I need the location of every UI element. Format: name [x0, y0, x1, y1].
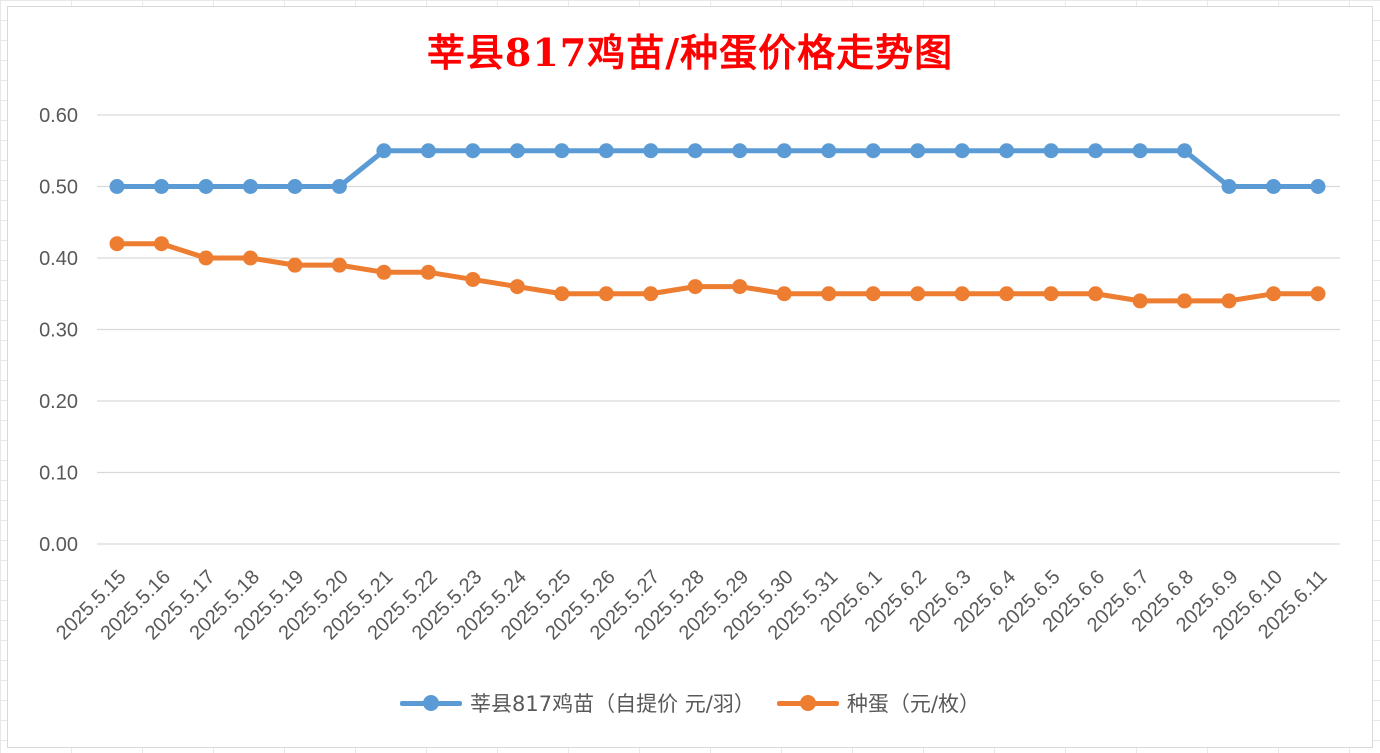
y-tick-label: 0.20 [39, 391, 78, 413]
series-line [114, 241, 1321, 304]
data-point[interactable] [465, 143, 481, 159]
data-point[interactable] [109, 236, 125, 252]
data-point[interactable] [1310, 286, 1326, 302]
legend-label-egg: 种蛋（元/枚） [846, 692, 980, 716]
y-tick-label: 0.10 [39, 463, 78, 485]
data-point[interactable] [153, 236, 169, 252]
data-point[interactable] [1221, 179, 1237, 194]
chart-title: 莘县817鸡苗/种蛋价格走势图 [426, 30, 954, 75]
data-point[interactable] [1266, 286, 1282, 302]
series-1 [109, 236, 1326, 309]
data-point[interactable] [554, 286, 570, 302]
gridlines [97, 114, 1340, 545]
y-axis-ticks: 0.00 0.10 0.20 0.30 0.40 0.50 0.60 [39, 105, 78, 556]
data-point[interactable] [776, 143, 792, 159]
y-tick-label: 0.50 [39, 177, 78, 199]
data-point[interactable] [598, 286, 614, 302]
chart-area[interactable] [7, 6, 1373, 748]
data-point[interactable] [999, 143, 1015, 159]
data-point[interactable] [554, 143, 570, 159]
data-point[interactable] [732, 143, 748, 159]
data-point[interactable] [198, 250, 214, 266]
data-point[interactable] [954, 143, 970, 159]
y-tick-label: 0.60 [39, 105, 78, 127]
data-point[interactable] [509, 279, 525, 295]
data-point[interactable] [242, 179, 258, 194]
data-point[interactable] [1132, 143, 1148, 159]
data-point[interactable] [242, 250, 258, 266]
data-point[interactable] [687, 279, 703, 295]
data-point[interactable] [1310, 179, 1326, 194]
data-point[interactable] [331, 179, 347, 194]
data-point[interactable] [1043, 286, 1059, 302]
data-point[interactable] [821, 286, 837, 302]
data-point[interactable] [732, 279, 748, 295]
data-point[interactable] [1043, 143, 1059, 159]
legend-swatch-egg [776, 695, 839, 711]
x-axis-ticks: 2025.5.152025.5.162025.5.172025.5.182025… [52, 566, 1331, 644]
data-point[interactable] [910, 286, 926, 302]
data-point[interactable] [1177, 293, 1193, 309]
data-point[interactable] [1088, 143, 1104, 159]
data-point[interactable] [376, 264, 392, 280]
series-layer [109, 143, 1326, 309]
y-tick-label: 0.40 [39, 248, 78, 270]
series-0 [109, 143, 1326, 194]
legend-item-chick[interactable]: 莘县817鸡苗（自提价 元/羽） [400, 688, 755, 718]
data-point[interactable] [865, 143, 881, 159]
data-point[interactable] [420, 143, 436, 159]
data-point[interactable] [331, 257, 347, 273]
data-point[interactable] [509, 143, 525, 159]
data-point[interactable] [643, 286, 659, 302]
data-point[interactable] [109, 179, 125, 194]
data-point[interactable] [999, 286, 1015, 302]
legend: 莘县817鸡苗（自提价 元/羽） 种蛋（元/枚） [0, 688, 1380, 718]
data-point[interactable] [1266, 179, 1282, 194]
legend-swatch-chick [400, 695, 463, 711]
data-point[interactable] [1132, 293, 1148, 309]
data-point[interactable] [420, 264, 436, 280]
data-point[interactable] [1088, 286, 1104, 302]
data-point[interactable] [465, 271, 481, 287]
data-point[interactable] [287, 257, 303, 273]
series-line [114, 148, 1321, 189]
data-point[interactable] [153, 179, 169, 194]
y-tick-label: 0.30 [39, 320, 78, 342]
data-point[interactable] [1177, 143, 1193, 159]
data-point[interactable] [287, 179, 303, 194]
data-point[interactable] [865, 286, 881, 302]
data-point[interactable] [687, 143, 703, 159]
data-point[interactable] [643, 143, 659, 159]
data-point[interactable] [954, 286, 970, 302]
data-point[interactable] [376, 143, 392, 159]
data-point[interactable] [910, 143, 926, 159]
legend-label-chick: 莘县817鸡苗（自提价 元/羽） [470, 692, 755, 716]
y-tick-label: 0.00 [39, 534, 78, 556]
legend-item-egg[interactable]: 种蛋（元/枚） [776, 688, 980, 718]
data-point[interactable] [776, 286, 792, 302]
data-point[interactable] [821, 143, 837, 159]
data-point[interactable] [1221, 293, 1237, 309]
data-point[interactable] [598, 143, 614, 159]
data-point[interactable] [198, 179, 214, 194]
